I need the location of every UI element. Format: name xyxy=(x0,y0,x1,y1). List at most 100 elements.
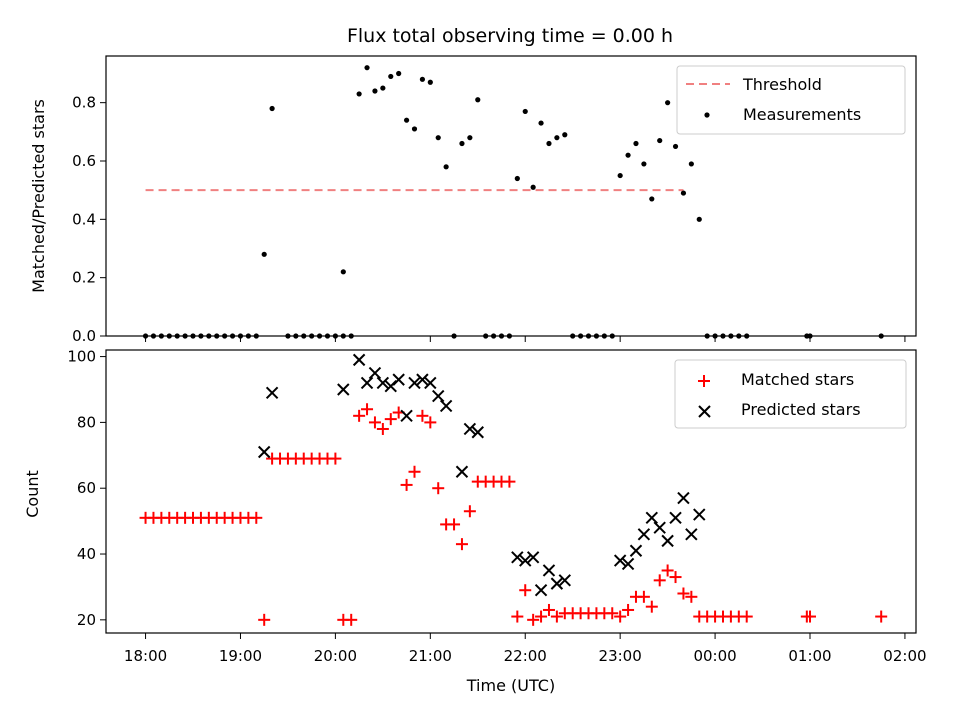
predicted-star-point xyxy=(519,554,532,567)
x-tick-label: 22:00 xyxy=(504,647,547,665)
predicted-star-point xyxy=(337,383,350,396)
measurement-point xyxy=(649,196,655,202)
predicted-star-point xyxy=(432,389,445,403)
ratio-y-tick-label: 0.8 xyxy=(72,94,96,112)
matched-star-point xyxy=(511,610,524,623)
x-tick-label: 02:00 xyxy=(883,647,926,665)
measurement-point xyxy=(261,251,267,257)
predicted-star-point xyxy=(685,528,698,541)
predicted-star-point xyxy=(526,551,540,564)
predicted-star-point xyxy=(368,366,382,380)
legend-matched-label: Matched stars xyxy=(741,370,854,389)
count-y-tick-label: 100 xyxy=(67,348,96,366)
x-tick-label: 01:00 xyxy=(788,647,831,665)
measurement-point xyxy=(403,117,410,123)
matched-star-point xyxy=(661,564,674,577)
matched-star-point xyxy=(329,452,342,465)
predicted-star-point xyxy=(400,409,413,423)
ratio-plot-frame xyxy=(105,55,917,337)
legend-matched-swatch xyxy=(698,375,710,387)
ratio-y-axis-label: Matched/Predicted stars xyxy=(29,99,48,293)
matched-star-point xyxy=(258,613,271,626)
predicted-star-point xyxy=(463,422,477,436)
ratio-legend-box xyxy=(676,65,906,135)
predicted-star-point xyxy=(542,564,556,577)
legend-measurements-label: Measurements xyxy=(743,105,861,124)
count-panel: 20 40 60 80 100 18:00 19:00 20:00 21:00 22:00 23:… xyxy=(23,348,927,695)
count-plot-frame xyxy=(105,349,917,634)
measurement-point xyxy=(411,126,418,132)
ratio-legend: Threshold Measurements xyxy=(676,65,906,135)
predicted-star-point xyxy=(645,511,659,525)
x-tick-label: 21:00 xyxy=(409,647,452,665)
matched-star-point xyxy=(740,610,753,623)
predicted-star-point xyxy=(257,445,271,459)
measurement-point xyxy=(269,105,275,112)
predicted-star-point xyxy=(621,557,635,571)
ratio-y-tick-label: 0.2 xyxy=(72,269,96,287)
measurement-point xyxy=(546,140,552,147)
measurement-point xyxy=(380,85,386,91)
matched-star-point xyxy=(606,607,619,620)
matched-star-point xyxy=(448,518,461,531)
measurement-point xyxy=(340,269,346,275)
measurement-point xyxy=(364,65,370,71)
count-y-tick-label: 80 xyxy=(77,413,96,431)
predicted-star-point xyxy=(416,373,429,386)
x-axis-label: Time (UTC) xyxy=(466,676,555,695)
measurement-point xyxy=(435,135,441,141)
matched-star-point xyxy=(376,422,389,435)
x-tick-label: 18:00 xyxy=(124,647,167,665)
legend-predicted-label: Predicted stars xyxy=(741,400,861,419)
matched-star-point xyxy=(503,475,516,488)
measurement-point xyxy=(657,137,663,144)
measurement-point xyxy=(475,97,481,103)
matched-star-point xyxy=(384,413,397,426)
count-y-tick-label: 60 xyxy=(77,479,96,497)
predicted-star-point xyxy=(629,544,643,557)
matched-star-point xyxy=(519,584,532,597)
matched-star-point xyxy=(677,587,690,600)
measurement-point xyxy=(617,172,623,179)
count-legend-box xyxy=(674,359,907,429)
matched-star-point xyxy=(416,409,429,422)
matched-star-point xyxy=(542,603,555,616)
matched-star-point xyxy=(345,613,358,626)
count-y-tick-label: 20 xyxy=(77,611,96,629)
matched-star-point xyxy=(535,610,548,623)
predicted-star-point xyxy=(534,584,548,597)
matched-star-point xyxy=(527,613,540,626)
predicted-star-point xyxy=(265,386,279,399)
matched-star-point xyxy=(653,574,666,587)
predicted-star-point xyxy=(653,521,666,534)
ratio-y-tick-label: 0.4 xyxy=(72,210,96,228)
predicted-star-point xyxy=(693,508,706,521)
x-tick-label: 19:00 xyxy=(219,647,262,665)
matched-star-point xyxy=(368,416,381,429)
measurement-point xyxy=(680,190,687,196)
x-tick-label: 00:00 xyxy=(693,647,736,665)
measurement-point xyxy=(356,91,362,97)
matched-star-point xyxy=(424,416,437,429)
predicted-star-point xyxy=(376,376,390,390)
measurement-point xyxy=(554,135,560,141)
predicted-star-point xyxy=(471,426,484,439)
predicted-star-point xyxy=(558,574,571,587)
matched-star-point xyxy=(353,409,366,422)
measurement-point xyxy=(388,73,394,80)
legend-measurement-swatch xyxy=(704,112,710,118)
predicted-star-point xyxy=(669,511,682,525)
measurement-point xyxy=(467,135,473,141)
measurement-point xyxy=(396,70,402,77)
matched-star-point xyxy=(400,478,413,491)
matched-star-point xyxy=(637,590,650,603)
measurement-point xyxy=(419,76,426,82)
measurement-point xyxy=(625,152,631,158)
measurement-point xyxy=(538,120,544,126)
matched-star-point xyxy=(550,610,563,623)
matched-star-point xyxy=(804,610,817,623)
matched-star-point xyxy=(432,482,445,495)
count-legend: Matched stars Predicted stars xyxy=(674,359,907,429)
predicted-star-point xyxy=(613,554,627,567)
